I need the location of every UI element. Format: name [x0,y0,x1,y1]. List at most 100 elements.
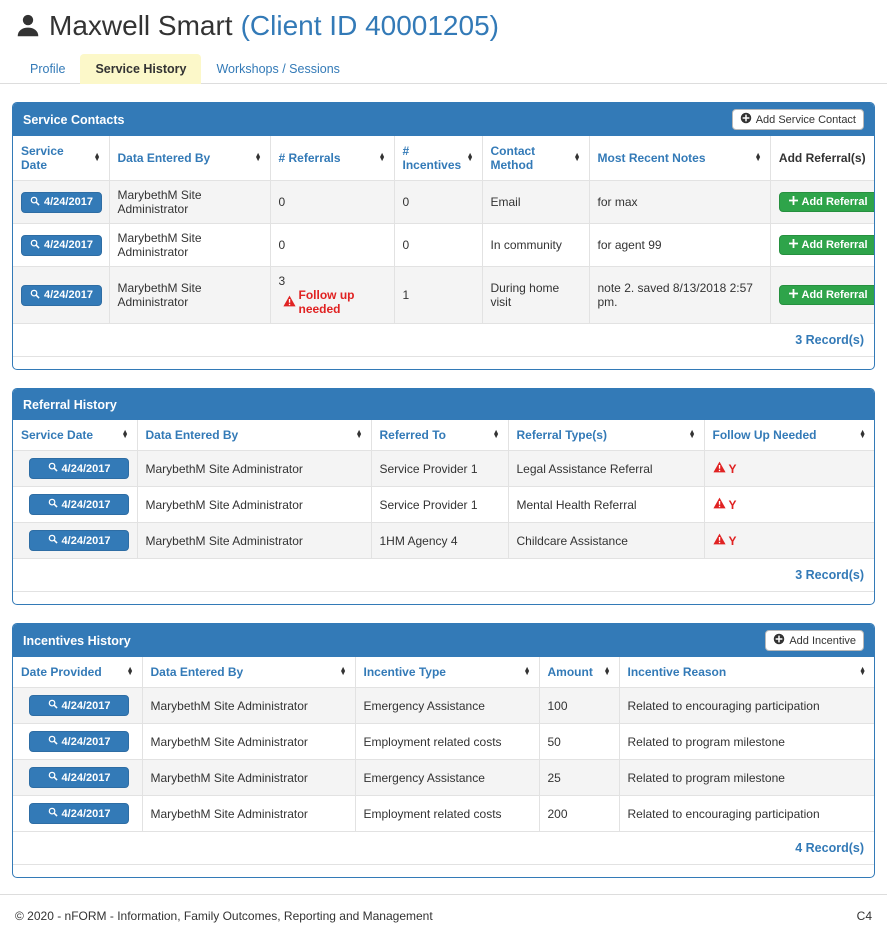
column-header-service-date[interactable]: Service Date ▲ ▼ [13,420,138,451]
follow-up-cell: Y [703,486,874,523]
view-incentive-button[interactable]: 4/24/2017 [29,803,129,824]
record-count: 3 Record(s) [13,324,874,357]
sort-icon[interactable]: ▲ ▼ [859,428,866,440]
column-header-referred-to[interactable]: Referred To ▲ ▼ [370,420,509,451]
incentive-row: 4/24/2017 MarybethM Site Administrator E… [13,759,874,796]
view-service-contact-button[interactable]: 4/24/2017 [21,234,102,256]
add-referral-button[interactable]: Add Referral [778,285,874,305]
data-entered-by: MarybethM Site Administrator [108,180,271,224]
sort-icon[interactable]: ▲ ▼ [254,151,262,163]
column-header-incentive-type[interactable]: Incentive Type ▲ ▼ [354,657,540,688]
magnifier-icon [30,239,40,252]
sort-icon[interactable]: ▲ ▼ [378,151,386,163]
service-date: 4/24/2017 [44,289,93,301]
follow-up-cell: Y [703,522,874,559]
plus-icon [788,289,798,301]
view-incentive-button[interactable]: 4/24/2017 [29,731,129,752]
sort-icon[interactable]: ▲ ▼ [339,665,347,677]
service-contacts-table: Service Date ▲ ▼ Data Entered By ▲ ▼ # Refer… [13,136,874,324]
column-header-date-provided[interactable]: Date Provided ▲ ▼ [13,657,143,688]
date-provided: 4/24/2017 [61,807,111,820]
view-referral-button[interactable]: 4/24/2017 [29,458,129,479]
contact-method: In community [481,223,590,267]
data-entered-by: MarybethM Site Administrator [108,266,271,324]
service-contacts-panel: Service Contacts Add Service Contact Ser… [12,102,875,370]
service-contacts-header: Service Contacts Add Service Contact [13,103,874,136]
referral-count: 0 [278,195,286,209]
magnifier-icon [48,498,58,511]
referral-type: Legal Assistance Referral [507,450,705,487]
sort-icon[interactable]: ▲ ▼ [121,428,129,440]
column-header-referrals[interactable]: # Referrals ▲ ▼ [269,136,395,181]
sort-icon[interactable]: ▲ ▼ [492,428,500,440]
column-header-incentives[interactable]: # Incentives ▲ ▼ [393,136,483,181]
person-icon [15,13,41,39]
date-provided: 4/24/2017 [61,699,111,712]
sort-icon[interactable]: ▲ ▼ [754,151,762,163]
referrals-cell: 0 [269,180,395,224]
most-recent-notes: for agent 99 [588,223,771,267]
incentive-count: 0 [393,180,483,224]
plus-circle-icon [773,633,785,648]
footer-copyright: © 2020 - nFORM - Information, Family Out… [15,909,433,923]
record-count: 4 Record(s) [13,832,874,865]
magnifier-icon [30,289,40,302]
data-entered-by: MarybethM Site Administrator [136,450,372,487]
tab-profile[interactable]: Profile [30,62,66,76]
column-header-data-entered-by[interactable]: Data Entered By ▲ ▼ [136,420,372,451]
amount: 100 [538,687,620,724]
column-header-most-recent-notes[interactable]: Most Recent Notes ▲ ▼ [588,136,771,181]
panel-title: Incentives History [23,633,131,648]
column-header-amount[interactable]: Amount ▲ ▼ [538,657,620,688]
column-header-follow-up-needed[interactable]: Follow Up Needed ▲ ▼ [703,420,874,451]
most-recent-notes: note 2. saved 8/13/2018 2:57 pm. [588,266,771,324]
service-date: 4/24/2017 [44,239,93,251]
sort-icon[interactable]: ▲ ▼ [573,151,581,163]
plus-icon [788,239,798,251]
column-header-referral-types[interactable]: Referral Type(s) ▲ ▼ [507,420,705,451]
sort-icon[interactable]: ▲ ▼ [355,428,363,440]
date-provided: 4/24/2017 [61,735,111,748]
sort-icon[interactable]: ▲ ▼ [126,665,134,677]
service-contact-row: 4/24/2017 MarybethM Site Administrator 0… [13,180,874,224]
tab-workshops-sessions[interactable]: Workshops / Sessions [216,62,340,76]
add-referral-label: Add Referral [801,196,868,208]
column-header-data-entered-by[interactable]: Data Entered By ▲ ▼ [141,657,356,688]
column-header-service-date[interactable]: Service Date ▲ ▼ [13,136,110,181]
service-contact-row: 4/24/2017 MarybethM Site Administrator 3… [13,266,874,324]
follow-up-label: Follow up needed [298,288,355,316]
view-incentive-button[interactable]: 4/24/2017 [29,767,129,788]
add-incentive-button[interactable]: Add Incentive [765,630,864,651]
referred-to: 1HM Agency 4 [370,522,509,559]
incentive-type: Emergency Assistance [354,759,540,796]
page-title: Maxwell Smart [49,10,233,41]
data-entered-by: MarybethM Site Administrator [108,223,271,267]
add-service-contact-button[interactable]: Add Service Contact [731,109,864,130]
magnifier-icon [30,196,40,209]
warning-icon [712,497,726,512]
view-service-contact-button[interactable]: 4/24/2017 [21,284,102,306]
referral-type: Mental Health Referral [507,486,705,523]
sort-icon[interactable]: ▲ ▼ [603,665,611,677]
sort-icon[interactable]: ▲ ▼ [688,428,696,440]
column-header-data-entered-by[interactable]: Data Entered By ▲ ▼ [108,136,271,181]
sort-icon[interactable]: ▲ ▼ [523,665,531,677]
add-referral-button[interactable]: Add Referral [778,235,874,255]
view-service-contact-button[interactable]: 4/24/2017 [21,191,102,213]
view-referral-button[interactable]: 4/24/2017 [29,530,129,551]
sort-icon[interactable]: ▲ ▼ [859,665,866,677]
incentive-reason: Related to program milestone [618,759,874,796]
tab-service-history[interactable]: Service History [80,54,202,84]
incentive-count: 0 [393,223,483,267]
service-date: 4/24/2017 [61,462,111,475]
column-header-contact-method[interactable]: Contact Method ▲ ▼ [481,136,590,181]
sort-icon[interactable]: ▲ ▼ [93,151,101,163]
add-referral-button[interactable]: Add Referral [778,192,874,212]
view-referral-button[interactable]: 4/24/2017 [29,494,129,515]
incentive-reason: Related to program milestone [618,723,874,760]
sort-icon[interactable]: ▲ ▼ [466,151,474,163]
column-header-incentive-reason[interactable]: Incentive Reason ▲ ▼ [618,657,874,688]
amount: 200 [538,795,620,832]
date-provided: 4/24/2017 [61,771,111,784]
view-incentive-button[interactable]: 4/24/2017 [29,695,129,716]
